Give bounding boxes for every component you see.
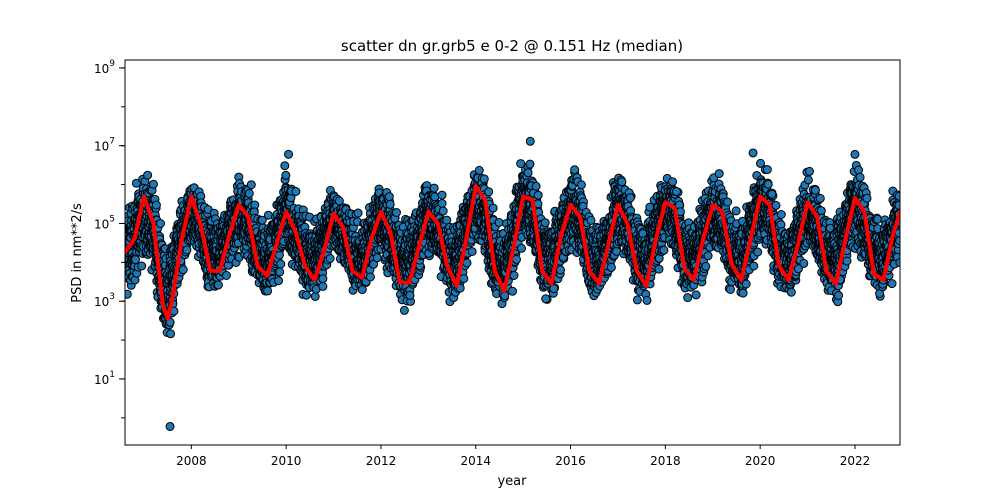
scatter-point: [372, 253, 382, 263]
scatter-point: [274, 276, 283, 286]
scatter-point: [178, 265, 188, 275]
scatter-point: [531, 181, 541, 191]
scatter-point: [143, 170, 153, 180]
scatter-point: [151, 200, 161, 210]
scatter-point: [221, 271, 231, 280]
scatter-point: [263, 286, 273, 296]
scatter-point: [318, 274, 328, 284]
scatter-point: [523, 168, 533, 178]
scatter-point: [494, 218, 504, 227]
scatter-point: [479, 174, 489, 184]
scatter-point: [525, 159, 535, 169]
scatter-point: [244, 189, 254, 198]
scatter-point: [365, 272, 375, 282]
scatter-point: [213, 280, 223, 290]
scatter-point: [399, 305, 409, 315]
scatter-point: [385, 199, 395, 209]
scatter-point: [125, 289, 132, 299]
scatter-point: [437, 199, 447, 208]
scatter-point: [137, 261, 147, 271]
chart-title: scatter dn gr.grb5 e 0-2 @ 0.151 Hz (med…: [341, 37, 683, 55]
scatter-point: [276, 259, 286, 269]
scatter-point: [508, 286, 517, 296]
scatter-point: [384, 192, 394, 202]
scatter-point: [474, 165, 484, 175]
plot-area: [125, 136, 900, 431]
scatter-point: [509, 271, 519, 280]
scatter-point: [533, 190, 543, 200]
scatter-point: [318, 281, 328, 291]
scatter-point: [517, 243, 526, 253]
scatter-point: [512, 254, 521, 264]
scatter-point: [182, 245, 192, 255]
scatter-point: [437, 190, 447, 200]
scatter-point: [281, 170, 291, 180]
scatter-point: [540, 218, 550, 228]
scatter-point: [549, 284, 559, 294]
scatter-point: [462, 258, 472, 268]
scatter-point: [541, 294, 551, 304]
scatter-point: [353, 208, 363, 218]
scatter-point: [246, 180, 256, 190]
scatter-point: [131, 178, 141, 188]
scatter-point: [131, 255, 140, 265]
scatter-point: [291, 187, 301, 196]
scatter-point: [301, 290, 311, 300]
scatter-point: [488, 203, 498, 213]
scatter-point: [405, 290, 415, 300]
scatter-point: [430, 192, 440, 202]
scatter-point: [357, 285, 367, 295]
scatter-point: [166, 329, 176, 339]
scatter-point: [275, 267, 285, 277]
scatter-point: [310, 291, 320, 301]
scatter-point: [484, 187, 494, 197]
scatter-point: [392, 208, 401, 217]
scatter-point: [438, 206, 448, 216]
scatter-point: [156, 219, 165, 228]
scatter-point: [280, 161, 290, 171]
scatter-point: [459, 274, 469, 284]
scatter-point: [467, 247, 477, 257]
scatter-point: [325, 254, 335, 263]
scatter-point: [148, 179, 158, 189]
scatter-point: [429, 183, 439, 193]
